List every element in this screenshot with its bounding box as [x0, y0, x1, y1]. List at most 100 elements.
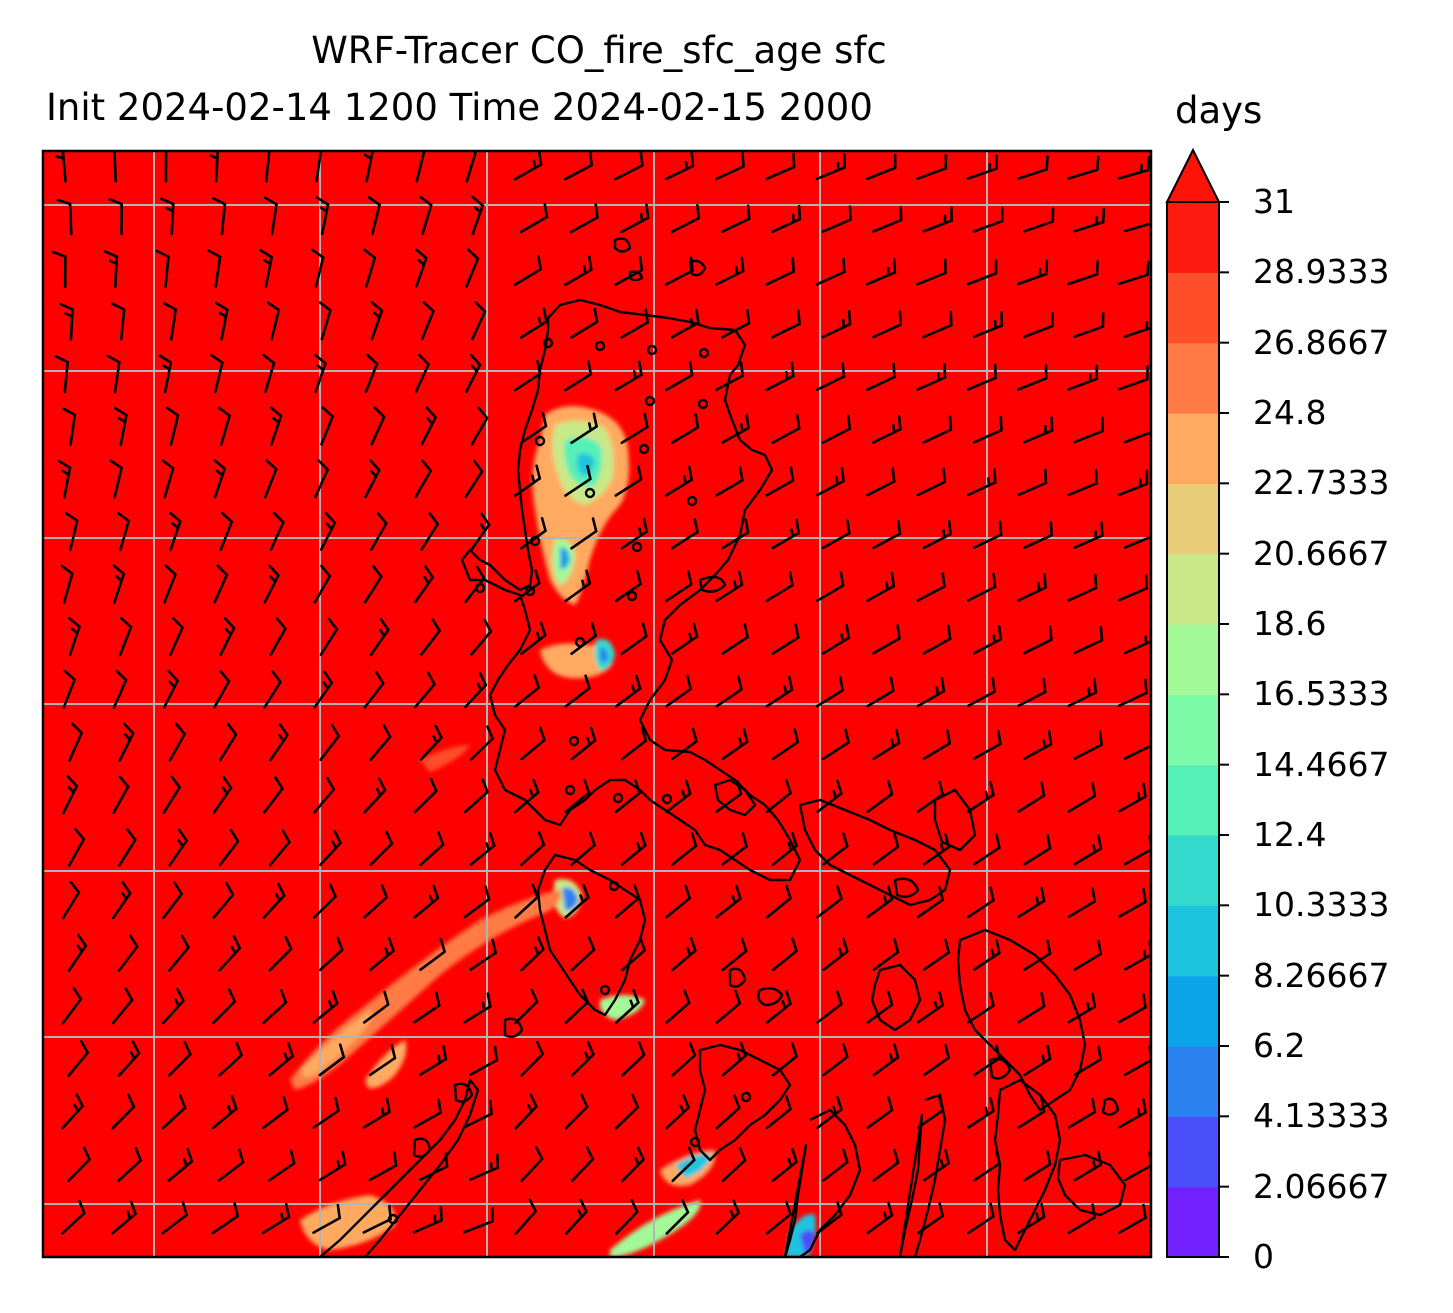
wind-barb: [163, 564, 177, 604]
tracer-plumes: [290, 406, 816, 1257]
wind-barb: [715, 152, 745, 181]
wind-barb: [1118, 887, 1147, 918]
wind-barb: [822, 1043, 849, 1077]
wind-barb: [564, 779, 591, 814]
wind-barb: [311, 248, 325, 288]
wind-barb: [721, 309, 751, 339]
wind-barb: [972, 415, 1003, 444]
wind-barb: [465, 248, 480, 288]
wind-barb: [1023, 416, 1054, 444]
wind-barb: [1067, 469, 1098, 497]
wind-barb: [269, 723, 289, 762]
colorbar-swatch: [1167, 202, 1219, 273]
coastline-samar: [956, 928, 1087, 1112]
wind-barb: [1073, 207, 1106, 233]
wind-barb: [413, 884, 440, 919]
wind-barb: [1067, 1097, 1097, 1129]
wind-barb: [262, 353, 276, 394]
colorbar-tick-label: 18.6: [1253, 604, 1327, 643]
wind-barb: [916, 572, 946, 602]
wind-barb: [866, 362, 896, 391]
wind-barb: [1067, 573, 1098, 602]
wind-barb: [1017, 886, 1046, 919]
wind-barb: [1073, 416, 1104, 444]
colorbar-extend-triangle: [1165, 147, 1221, 203]
wind-barb: [313, 670, 334, 709]
wind-barb: [520, 936, 545, 972]
wind-barb: [415, 248, 428, 288]
wind-barb: [319, 617, 339, 656]
wind-barb: [212, 882, 235, 919]
wind-barb: [564, 1093, 589, 1130]
wind-barbs: [51, 151, 1151, 1235]
wind-barb: [163, 302, 178, 341]
colorbar-tick-label: 2.06667: [1253, 1166, 1390, 1206]
wind-barb: [922, 1149, 951, 1182]
wind-barb: [414, 565, 435, 604]
wind-barb: [211, 1202, 240, 1235]
wind-barb: [620, 517, 649, 550]
colorbar-tick-marks: [1219, 201, 1229, 1258]
wind-barb: [1017, 573, 1047, 602]
wind-barb: [671, 1041, 697, 1077]
wind-barb: [671, 727, 698, 761]
wind-barb: [167, 1041, 192, 1077]
wind-barb: [420, 512, 440, 551]
wind-barb: [771, 309, 801, 339]
wind-barb: [263, 670, 283, 709]
wind-barb: [1023, 939, 1052, 971]
colorbar-tick-label: 20.6667: [1253, 533, 1390, 573]
wind-barb: [168, 934, 191, 972]
wind-barb: [966, 677, 997, 708]
wind-barb: [117, 1147, 143, 1182]
wind-barb: [670, 622, 699, 655]
wind-barb: [1067, 155, 1100, 180]
wind-barb: [118, 617, 133, 657]
wind-barb: [1017, 992, 1046, 1024]
wind-barb: [469, 725, 495, 761]
wind-barb: [1123, 626, 1151, 655]
colorbar-frame: [1166, 201, 1220, 1258]
colorbar-swatch: [1167, 413, 1219, 484]
wind-barb: [218, 935, 242, 972]
colorbar-swatch: [1167, 975, 1219, 1047]
wind-barb: [1023, 834, 1052, 866]
wind-barb: [263, 564, 280, 604]
wind-barb: [872, 205, 903, 233]
wind-barb: [520, 831, 546, 866]
wind-barb: [665, 675, 693, 708]
wind-barb: [821, 519, 851, 550]
wind-barb: [162, 881, 184, 920]
colorbar-tick-label: 0: [1253, 1237, 1274, 1276]
wind-barb: [765, 1095, 793, 1130]
wind-barb: [872, 519, 902, 550]
calm-wind-markers: [387, 337, 752, 1225]
colorbar-tick-label: 10.3333: [1253, 885, 1390, 925]
wind-barb: [166, 406, 180, 446]
wind-barb: [670, 204, 701, 234]
wind-barb: [620, 622, 648, 655]
wind-barb: [262, 989, 288, 1024]
wind-barb: [318, 1150, 347, 1182]
wind-barb: [470, 406, 489, 446]
plot-title-line-1: WRF-Tracer CO_fire_sfc_age sfc: [311, 29, 887, 72]
wind-barb: [62, 407, 77, 446]
wind-barb: [916, 1096, 945, 1129]
wind-barb: [363, 883, 389, 919]
wind-barb: [972, 311, 1004, 339]
wind-barb: [519, 307, 548, 339]
wind-barb: [362, 990, 390, 1024]
wind-barb: [1117, 260, 1150, 286]
wind-barb: [765, 1200, 793, 1235]
wind-barb: [872, 938, 900, 971]
colorbar-swatch: [1167, 342, 1219, 414]
wind-barb: [620, 308, 650, 339]
wind-barb: [916, 467, 947, 497]
wind-barb: [664, 361, 694, 392]
wind-barb: [471, 301, 487, 341]
wind-barb: [513, 464, 542, 497]
wind-barb: [312, 1203, 342, 1234]
wind-barb: [213, 564, 229, 604]
wind-barb: [922, 310, 953, 339]
